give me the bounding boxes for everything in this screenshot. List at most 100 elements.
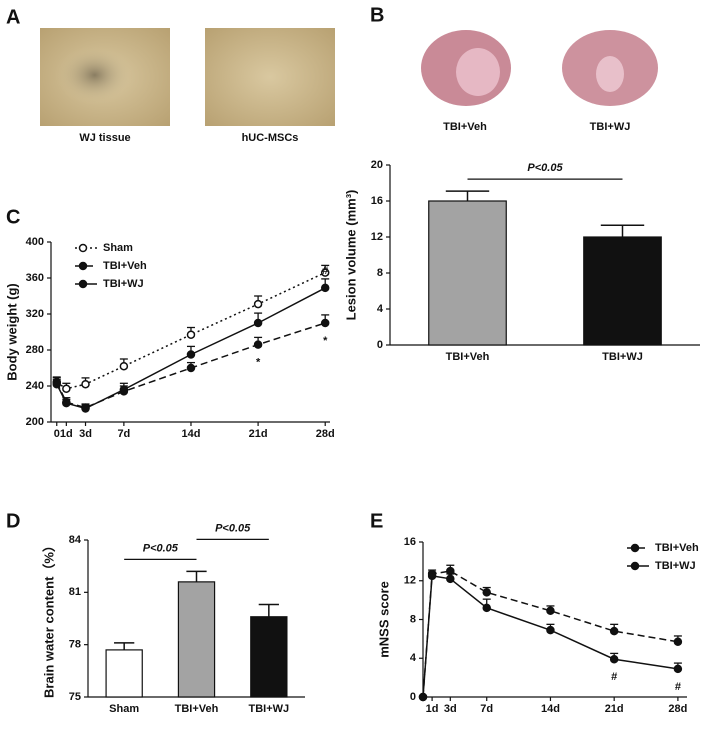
marker (52, 379, 62, 389)
x-tick-label: 7d (480, 703, 493, 715)
legend-label: Sham (103, 242, 133, 254)
y-axis-label: mNSS score (376, 581, 391, 658)
y-tick-label: 4 (410, 652, 417, 664)
legend-label: TBI+WJ (103, 278, 144, 290)
legend-marker (630, 561, 640, 571)
line (422, 575, 679, 698)
y-tick-label: 240 (26, 380, 44, 392)
image-caption: hUC-MSCs (242, 132, 299, 144)
panel-label: B (370, 4, 384, 26)
x-tick-label: 1d (426, 703, 439, 715)
image-caption: WJ tissue (79, 132, 130, 144)
bar (583, 236, 662, 346)
y-tick-label: 200 (26, 416, 44, 428)
marker (81, 379, 90, 389)
marker (609, 626, 619, 636)
marker (186, 363, 196, 373)
point-label: * (256, 357, 261, 369)
x-tick-label: 3d (79, 428, 92, 440)
x-tick-label: Sham (109, 703, 139, 715)
marker (253, 299, 263, 309)
panel-label: D (6, 510, 20, 532)
bar (428, 200, 507, 346)
y-tick-label: 360 (26, 272, 44, 284)
micrograph (205, 28, 335, 126)
y-tick-label: 8 (410, 613, 416, 625)
y-tick-label: 280 (26, 344, 44, 356)
x-tick-label: TBI+Veh (175, 703, 219, 715)
marker (253, 318, 263, 328)
point-label: # (675, 681, 681, 693)
marker (253, 340, 263, 349)
panel-label: E (370, 510, 383, 532)
marker (609, 654, 619, 664)
marker (119, 361, 129, 371)
y-tick-label: 12 (404, 575, 416, 587)
y-tick-label: 16 (371, 195, 383, 207)
marker (186, 330, 196, 339)
marker (546, 606, 555, 616)
y-tick-label: 16 (404, 536, 416, 548)
marker (673, 637, 683, 647)
marker (320, 283, 330, 293)
x-tick-label: TBI+WJ (602, 351, 643, 363)
marker (81, 404, 90, 413)
x-tick-label: 21d (249, 428, 268, 440)
tissue-spot (40, 28, 170, 126)
x-tick-label: 28d (668, 703, 687, 715)
marker (673, 664, 683, 674)
marker (546, 625, 555, 635)
y-tick-label: 84 (69, 534, 82, 546)
marker (427, 571, 437, 581)
y-axis-label: Brain water content（%） (41, 539, 56, 698)
x-tick-label: 0 (54, 428, 60, 440)
legend-label: TBI+Veh (655, 542, 699, 554)
y-tick-label: 400 (26, 236, 44, 248)
legend-marker (78, 279, 88, 289)
y-tick-label: 81 (69, 586, 81, 598)
brain-image (421, 30, 658, 106)
y-tick-label: 4 (377, 303, 384, 315)
point-label: * (323, 335, 328, 347)
y-tick-label: 0 (377, 339, 383, 351)
legend-label: TBI+WJ (655, 560, 696, 572)
y-axis-label: Body weight (g) (4, 283, 19, 381)
x-tick-label: 21d (605, 703, 624, 715)
image-caption: TBI+WJ (590, 121, 631, 133)
y-tick-label: 12 (371, 231, 383, 243)
y-tick-label: 75 (69, 691, 81, 703)
x-tick-label: 14d (541, 703, 560, 715)
image-caption: TBI+Veh (443, 121, 487, 133)
bar (105, 649, 143, 698)
x-tick-label: TBI+Veh (446, 351, 490, 363)
x-tick-label: TBI+WJ (249, 703, 290, 715)
y-tick-label: 8 (377, 267, 383, 279)
x-tick-label: 7d (117, 428, 130, 440)
legend-marker (630, 543, 640, 553)
x-tick-label: 1d (60, 428, 73, 440)
marker (446, 574, 455, 584)
legend-marker (78, 261, 88, 271)
y-tick-label: 320 (26, 308, 44, 320)
marker (320, 268, 330, 277)
bar (177, 581, 216, 698)
panel-label: C (6, 206, 20, 228)
legend-marker (78, 243, 88, 253)
panel-label: A (6, 6, 20, 28)
marker (482, 603, 491, 613)
marker (119, 385, 129, 394)
point-label: # (611, 671, 617, 683)
bar (250, 616, 288, 698)
x-tick-label: 3d (444, 703, 457, 715)
significance-label: P<0.05 (143, 542, 179, 554)
point-label: # (322, 265, 328, 277)
marker (482, 588, 491, 597)
marker (186, 350, 196, 359)
y-tick-label: 78 (69, 639, 81, 651)
y-tick-label: 0 (410, 691, 416, 703)
y-axis-label: Lesion volume (mm³) (343, 190, 358, 321)
marker (320, 318, 330, 328)
marker (62, 398, 71, 408)
significance-label: P<0.05 (215, 522, 251, 534)
